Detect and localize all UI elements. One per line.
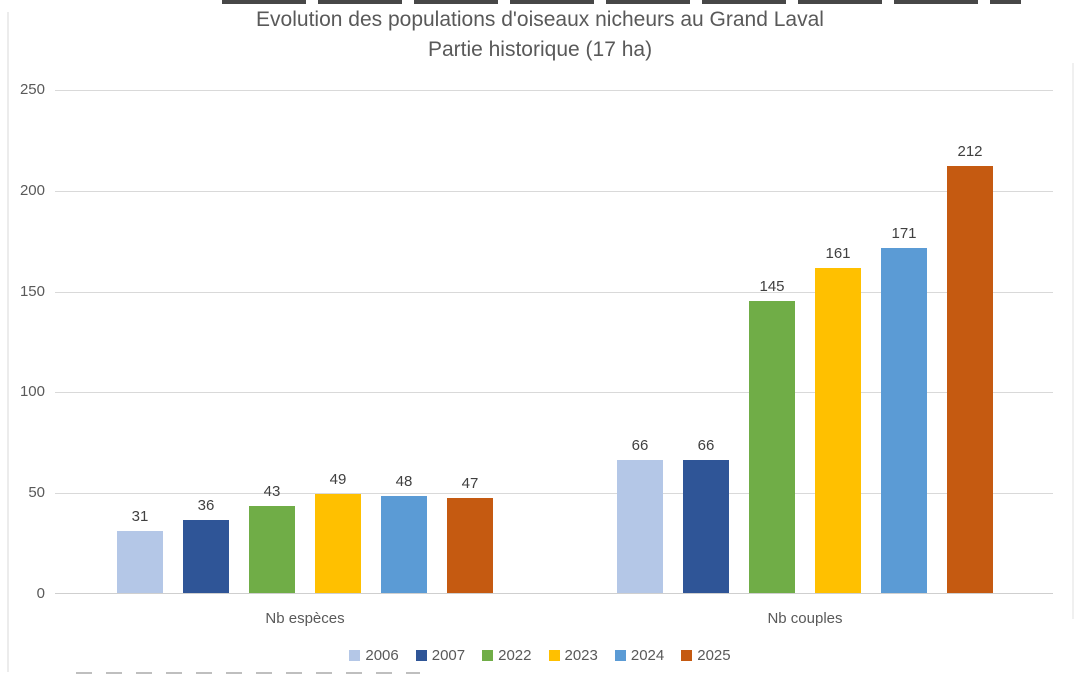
legend-label: 2023 — [564, 647, 598, 664]
bar-value-label: 49 — [329, 471, 347, 488]
bar-value-label: 161 — [825, 245, 851, 262]
bar-value-label: 47 — [461, 475, 479, 492]
legend-swatch-icon — [548, 650, 560, 661]
gridline — [55, 90, 1053, 91]
y-tick-label: 250 — [19, 81, 45, 98]
bar-value-label: 43 — [263, 483, 281, 500]
legend-item-2025: 2025 — [681, 647, 731, 664]
gridline — [55, 493, 1053, 494]
bar-value-label: 212 — [957, 143, 983, 160]
crop-artifact-bottom — [76, 672, 420, 674]
gridline — [55, 392, 1053, 393]
y-tick-label: 50 — [28, 484, 45, 501]
crop-artifact-right-edge — [1072, 63, 1074, 619]
crop-artifact-left-edge — [7, 12, 9, 672]
bar-value-label: 48 — [395, 473, 413, 490]
y-tick-label: 0 — [36, 585, 45, 602]
bar-2006: 31 — [117, 508, 163, 593]
legend-label: 2022 — [498, 647, 532, 664]
chart-subtitle: Partie historique (17 ha) — [427, 38, 653, 61]
y-tick-label: 100 — [19, 383, 45, 400]
bar-2006: 66 — [617, 437, 663, 593]
bar-2023: 161 — [815, 245, 861, 593]
legend-item-2023: 2023 — [548, 647, 598, 664]
bar-value-label: 31 — [131, 508, 149, 525]
legend: 2006 2007 2022 2023 2024 2025 — [0, 647, 1080, 664]
x-axis-line — [55, 593, 1053, 594]
bar-2007: 36 — [183, 497, 229, 593]
legend-item-2006: 2006 — [349, 647, 399, 664]
bar-2007: 66 — [683, 437, 729, 593]
legend-swatch-icon — [415, 650, 427, 661]
legend-label: 2006 — [365, 647, 399, 664]
bar-2024: 171 — [881, 225, 927, 593]
plot-area: 31 36 43 49 48 47 66 66 145 161 171 212 — [55, 90, 1053, 594]
legend-swatch-icon — [349, 650, 361, 661]
chart-title: Evolution des populations d'oiseaux nich… — [256, 8, 824, 31]
legend-item-2007: 2007 — [415, 647, 466, 664]
legend-swatch-icon — [614, 650, 626, 661]
legend-label: 2007 — [431, 647, 466, 664]
legend-item-2022: 2022 — [482, 647, 532, 664]
bar-2022: 145 — [749, 278, 795, 593]
bar-value-label: 145 — [759, 278, 785, 295]
gridline — [55, 292, 1053, 293]
legend-label: 2025 — [697, 647, 731, 664]
bar-value-label: 171 — [891, 225, 917, 242]
bar-value-label: 66 — [631, 437, 649, 454]
bar-2025: 212 — [947, 143, 993, 593]
bar-value-label: 36 — [197, 497, 215, 514]
bar-group: 31 36 43 49 48 47 — [117, 471, 493, 593]
bar-2023: 49 — [315, 471, 361, 593]
y-tick-label: 200 — [19, 182, 45, 199]
category-label: Nb espèces — [265, 610, 345, 627]
gridline — [55, 191, 1053, 192]
bar-group: 66 66 145 161 171 212 — [617, 143, 993, 593]
legend-swatch-icon — [681, 650, 693, 661]
bar-2025: 47 — [447, 475, 493, 593]
legend-swatch-icon — [482, 650, 494, 661]
bar-2022: 43 — [249, 483, 295, 593]
legend-item-2024: 2024 — [614, 647, 665, 664]
bar-2024: 48 — [381, 473, 427, 593]
crop-artifact-top — [222, 0, 1021, 4]
category-label: Nb couples — [767, 610, 843, 627]
y-tick-label: 150 — [19, 283, 45, 300]
legend-label: 2024 — [630, 647, 665, 664]
bar-value-label: 66 — [697, 437, 715, 454]
